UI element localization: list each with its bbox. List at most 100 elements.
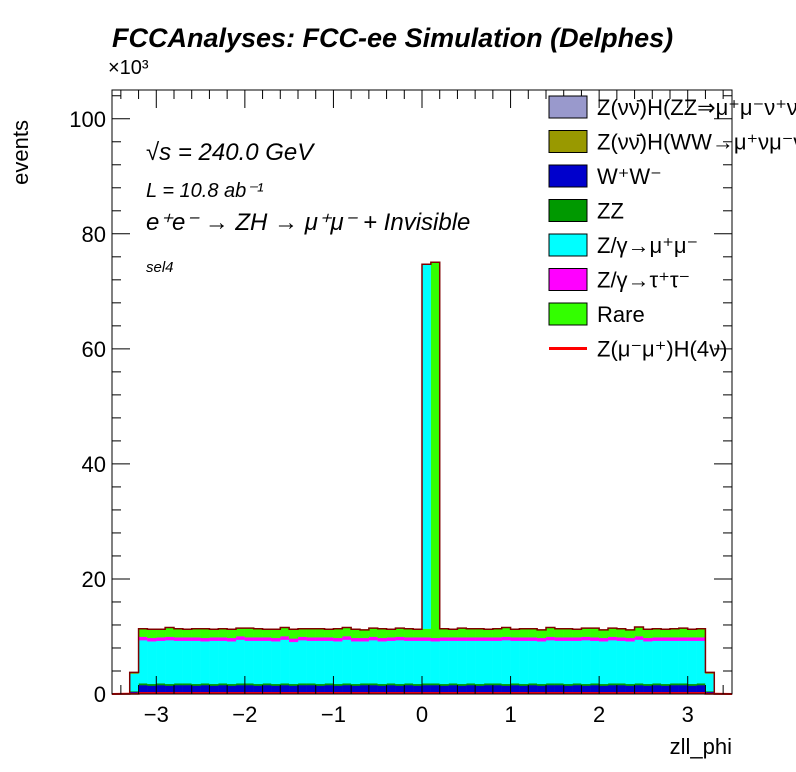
- bar-rare-12: [235, 627, 246, 637]
- bar-zz-50: [572, 683, 582, 686]
- x-axis-label: zll_phi: [670, 734, 732, 759]
- bar-z--43: [510, 640, 520, 684]
- bar-zz-26: [359, 683, 370, 686]
- total-outline-line: [112, 261, 732, 695]
- bar-zz-49: [563, 683, 573, 686]
- bar-rare-52: [590, 627, 600, 638]
- bar-z--63: [687, 640, 697, 685]
- bar-rare-39: [474, 628, 485, 638]
- bar-zz-23: [333, 683, 343, 686]
- bar-zz-32: [412, 683, 423, 686]
- bar-z--62: [678, 637, 688, 641]
- bar-zz-39: [474, 683, 485, 686]
- bar-z--16: [271, 637, 281, 642]
- bar-zz-18: [288, 683, 299, 686]
- annotation-process: e⁺e⁻ → ZH → μ⁺μ⁻ + Invisible: [146, 209, 470, 236]
- bar-z--21: [315, 637, 325, 641]
- bar-z--7: [191, 637, 201, 641]
- legend-swatch: [548, 302, 588, 326]
- bar-w-w--58: [643, 685, 653, 694]
- bar-rare-32: [412, 629, 423, 638]
- bar-z--45: [528, 637, 538, 641]
- bar-w-w--8: [200, 684, 210, 694]
- bar-rare-2: [147, 629, 157, 639]
- bar-w-w--59: [652, 684, 662, 694]
- legend-label: Z(νν̄)H(ZZ⇒μ⁺μ⁻ν⁺ν⁻): [597, 95, 796, 120]
- legend: Z(νν̄)H(ZZ⇒μ⁺μ⁻ν⁺ν⁻) Z(νν̄)H(WW→μ⁺νμ⁻ν̄) W…: [548, 95, 796, 362]
- annotation-luminosity: L = 10.8 ab⁻¹: [146, 180, 264, 202]
- bar-z--3: [156, 637, 166, 641]
- bar-z--31: [404, 637, 414, 641]
- bar-zz-41: [492, 683, 502, 686]
- bar-z--10: [218, 640, 228, 684]
- legend-swatch: [548, 199, 588, 222]
- bar-w-w--57: [634, 684, 644, 694]
- bar-w-w--26: [359, 684, 370, 694]
- bar-z--21: [315, 640, 325, 685]
- bar-z--64: [696, 640, 706, 684]
- bar-zz-16: [271, 683, 281, 686]
- bar-zz-52: [590, 683, 600, 686]
- bar-z--18: [288, 641, 299, 685]
- bar-zz-34: [430, 683, 440, 686]
- bar-z--8: [200, 637, 210, 642]
- bar-z--2: [147, 641, 157, 685]
- bar-w-w--20: [306, 684, 316, 694]
- bar-z--42: [501, 640, 511, 685]
- bar-z--51: [581, 640, 591, 685]
- bar-w-w--48: [554, 684, 564, 694]
- bar-z--28: [377, 637, 387, 642]
- bar-w-w--38: [466, 684, 476, 694]
- bar-z--47: [545, 636, 556, 641]
- bar-z--36: [448, 637, 458, 641]
- y-tick-label: 20: [82, 567, 106, 592]
- bar-w-w--31: [404, 684, 414, 694]
- bar-z--7: [191, 640, 201, 685]
- bar-z--62: [678, 640, 688, 684]
- y-tick-label: 0: [94, 682, 106, 707]
- bar-rare-13: [244, 627, 254, 638]
- bar-zz-29: [386, 683, 396, 686]
- bar-z--25: [350, 637, 361, 642]
- bar-z--58: [643, 641, 653, 685]
- bar-z--15: [262, 640, 272, 684]
- x-tick-label: 3: [682, 702, 694, 727]
- x-tick-label: −1: [321, 702, 346, 727]
- bar-z--1: [138, 636, 148, 641]
- bar-rare-47: [545, 627, 556, 637]
- bar-w-w--63: [687, 685, 697, 694]
- bar-zz-35: [439, 683, 449, 686]
- bar-w-w--16: [271, 685, 281, 694]
- bar-z--46: [536, 637, 547, 642]
- bar-zz-42: [501, 683, 511, 686]
- bar-z--34: [430, 637, 440, 642]
- bar-z--6: [182, 637, 192, 641]
- bar-z--13: [244, 640, 254, 684]
- bar-z--39: [474, 640, 485, 685]
- bar-z--6: [182, 640, 192, 684]
- bar-w-w--27: [368, 684, 378, 694]
- bar-rare-35: [439, 628, 449, 638]
- bar-rare-3: [156, 629, 166, 638]
- bar-z--57: [634, 636, 644, 640]
- bar-w-w--62: [678, 684, 688, 694]
- bar-z--17: [280, 639, 290, 684]
- bar-z--44: [519, 637, 529, 641]
- bar-rare-46: [536, 629, 547, 639]
- bar-z--49: [563, 637, 573, 641]
- bar-rare-48: [554, 628, 564, 638]
- bar-rare-53: [598, 629, 609, 639]
- bar-rare-26: [359, 629, 370, 639]
- bar-rare-51: [581, 627, 591, 637]
- bar-w-w--23: [333, 685, 343, 694]
- bar-zz-37: [457, 683, 467, 686]
- bar-z--4: [164, 640, 175, 685]
- bar-z--0: [129, 673, 139, 692]
- bar-w-w--40: [483, 684, 494, 694]
- bar-rare-54: [607, 627, 618, 637]
- bar-rare-42: [501, 627, 511, 637]
- x-tick-label: −2: [232, 702, 257, 727]
- legend-label: Z(μ⁻μ⁺)H(4ν): [597, 337, 727, 362]
- bar-rare-1: [138, 628, 148, 637]
